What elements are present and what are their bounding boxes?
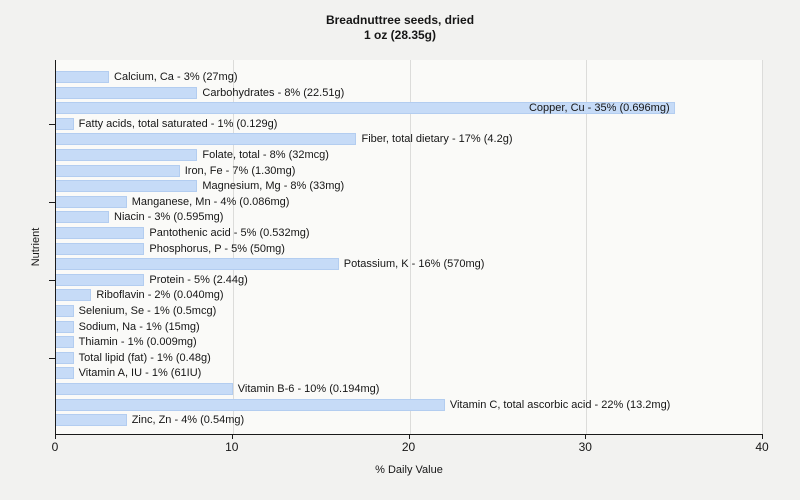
bar-label-vitamin-b-6: Vitamin B-6 - 10% (0.194mg) <box>237 383 380 395</box>
gridline-20 <box>409 60 411 434</box>
bar-label-phosphorus-p: Phosphorus, P - 5% (50mg) <box>149 242 285 255</box>
x-axis-tick-label-10: 10 <box>225 440 239 454</box>
x-axis-tick-label-0: 0 <box>51 440 59 454</box>
bar-label-fiber-total-dietary: Fiber, total dietary - 17% (4.2g) <box>361 133 513 146</box>
bar-calcium-ca <box>56 71 110 83</box>
bar-label-pantothenic-acid: Pantothenic acid - 5% (0.532mg) <box>149 227 310 239</box>
y-axis-tick <box>49 279 55 281</box>
bar-label-fatty-acids-total-saturated: Fatty acids, total saturated - 1% (0.129… <box>78 117 278 130</box>
bar-potassium-k <box>56 258 339 271</box>
bar-pantothenic-acid <box>56 227 145 239</box>
bar-phosphorus-p <box>56 242 145 255</box>
x-axis-tick-label-40: 40 <box>755 440 769 454</box>
bar-label-copper-cu: Copper, Cu - 35% (0.696mg) <box>528 102 670 115</box>
bar-label-total-lipid-fat: Total lipid (fat) - 1% (0.48g) <box>78 351 211 364</box>
bar-fatty-acids-total-saturated <box>56 117 74 130</box>
y-axis-label: Nutrient <box>30 227 42 267</box>
bar-label-selenium-se: Selenium, Se - 1% (0.5mcg) <box>78 305 217 317</box>
bar-magnesium-mg <box>56 180 198 193</box>
bar-copper-cu <box>56 102 675 115</box>
bar-manganese-mn <box>56 195 127 208</box>
y-axis-tick <box>49 201 55 203</box>
x-axis-tick-20 <box>408 435 410 439</box>
bar-label-sodium-na: Sodium, Na - 1% (15mg) <box>78 320 200 333</box>
y-axis-tick <box>49 357 55 359</box>
bar-selenium-se <box>56 305 74 317</box>
bar-zinc-zn <box>56 414 127 427</box>
bar-label-vitamin-c-total-ascorbic-acid: Vitamin C, total ascorbic acid - 22% (13… <box>449 398 671 411</box>
chart-title-line1: Breadnuttree seeds, dried <box>325 13 475 27</box>
bar-label-iron-fe: Iron, Fe - 7% (1.30mg) <box>184 164 296 177</box>
bar-label-potassium-k: Potassium, K - 16% (570mg) <box>343 258 485 271</box>
plot-area: Calcium, Ca - 3% (27mg) Carbohydrates - 8… <box>55 60 763 435</box>
bar-label-vitamin-a-iu: Vitamin A, IU - 1% (61IU) <box>78 367 202 380</box>
bar-label-thiamin: Thiamin - 1% (0.009mg) <box>78 336 197 349</box>
chart-title-line2: 1 oz (28.35g) <box>363 28 437 42</box>
bar-carbohydrates <box>56 86 198 99</box>
x-axis-label: % Daily Value <box>375 464 443 476</box>
bar-label-carbohydrates: Carbohydrates - 8% (22.51g) <box>202 86 345 99</box>
bar-label-magnesium-mg: Magnesium, Mg - 8% (33mg) <box>202 180 345 193</box>
gridline-30 <box>586 60 588 434</box>
bar-protein <box>56 273 145 286</box>
x-axis-tick-0 <box>55 435 56 439</box>
x-axis-tick-30 <box>585 435 587 439</box>
bar-vitamin-c-total-ascorbic-acid <box>56 398 445 411</box>
bar-label-zinc-zn: Zinc, Zn - 4% (0.54mg) <box>131 414 245 427</box>
x-axis-tick-label-30: 30 <box>578 440 592 454</box>
x-axis-tick-10 <box>231 435 233 439</box>
gridline-40 <box>762 60 763 434</box>
bar-label-calcium-ca: Calcium, Ca - 3% (27mg) <box>114 71 238 83</box>
x-axis-tick-40 <box>762 435 763 439</box>
x-axis-tick-label-20: 20 <box>401 440 416 454</box>
bar-sodium-na <box>56 320 74 333</box>
bar-folate-total <box>56 149 198 161</box>
bar-fiber-total-dietary <box>56 133 357 146</box>
bar-label-riboflavin: Riboflavin - 2% (0.040mg) <box>96 289 224 302</box>
bar-label-folate-total: Folate, total - 8% (32mcg) <box>202 149 329 161</box>
bar-label-niacin: Niacin - 3% (0.595mg) <box>114 211 224 224</box>
bar-vitamin-b-6 <box>56 383 233 395</box>
bar-vitamin-a-iu <box>56 367 74 380</box>
bar-niacin <box>56 211 110 224</box>
bar-label-manganese-mn: Manganese, Mn - 4% (0.086mg) <box>131 195 290 208</box>
bar-iron-fe <box>56 164 180 177</box>
bar-riboflavin <box>56 289 92 302</box>
gridline-10 <box>232 60 234 434</box>
bar-total-lipid-fat <box>56 351 74 364</box>
chart-title: Breadnuttree seeds, dried 1 oz (28.35g) <box>0 13 800 43</box>
y-axis-tick <box>49 123 55 125</box>
bar-label-protein: Protein - 5% (2.44g) <box>149 273 248 286</box>
bar-thiamin <box>56 336 74 349</box>
